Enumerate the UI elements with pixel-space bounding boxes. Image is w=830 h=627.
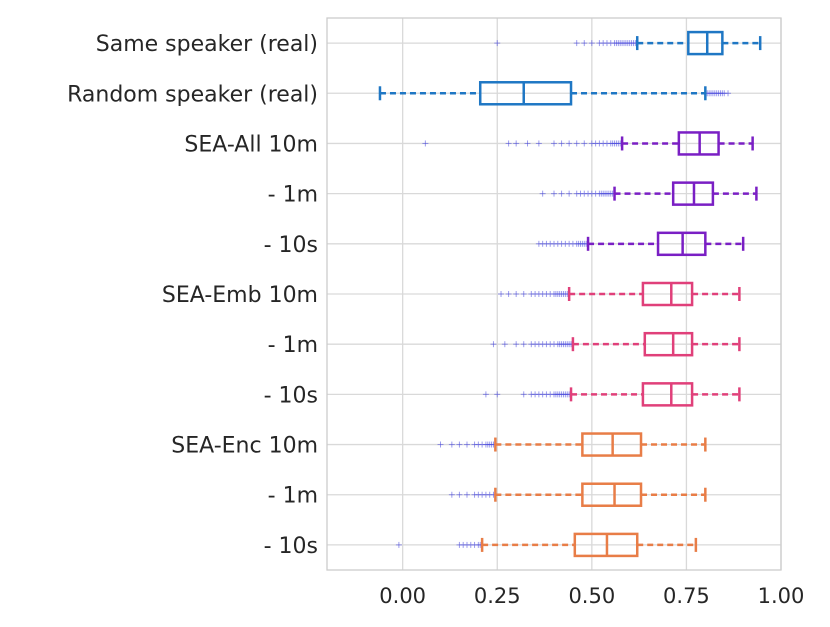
box-group <box>535 231 745 257</box>
category-label: - 10s <box>264 233 318 258</box>
x-tick-label: 1.00 <box>758 584 805 608</box>
category-label: - 10s <box>264 534 318 559</box>
box-group <box>494 30 762 56</box>
category-label: - 10s <box>264 383 318 408</box>
x-tick-label: 0.00 <box>379 584 426 608</box>
category-label: Random speaker (real) <box>67 82 318 107</box>
x-tick-label: 0.50 <box>568 584 615 608</box>
box-iqr <box>478 81 573 106</box>
box-iqr <box>581 482 643 507</box>
category-labels: Same speaker (real) Random speaker (real)… <box>67 32 318 559</box>
box-group <box>539 181 758 206</box>
category-label: - 1m <box>268 484 318 509</box>
x-tick-label: 0.25 <box>474 584 521 608</box>
category-label: - 1m <box>268 333 318 358</box>
box-iqr <box>641 281 694 307</box>
x-tick-label: 0.75 <box>663 584 710 608</box>
box-group <box>498 281 741 307</box>
box-iqr <box>687 30 724 56</box>
box-group <box>482 382 741 407</box>
box-group <box>422 131 754 156</box>
category-label: SEA-Enc 10m <box>171 434 318 459</box>
category-label: SEA-Emb 10m <box>162 283 318 308</box>
category-label: SEA-All 10m <box>184 132 318 157</box>
box-group <box>378 81 732 106</box>
x-axis-ticks: 0.00 0.25 0.50 0.75 1.00 <box>379 584 804 608</box>
category-label: Same speaker (real) <box>96 32 318 57</box>
box-group <box>395 532 698 558</box>
box-iqr <box>641 382 694 407</box>
category-label: - 1m <box>268 183 318 208</box>
box-group <box>448 482 707 507</box>
plot-frame <box>326 17 782 571</box>
box-group <box>490 331 741 357</box>
boxes <box>378 30 762 558</box>
box-iqr <box>643 331 694 357</box>
box-group <box>437 432 707 457</box>
